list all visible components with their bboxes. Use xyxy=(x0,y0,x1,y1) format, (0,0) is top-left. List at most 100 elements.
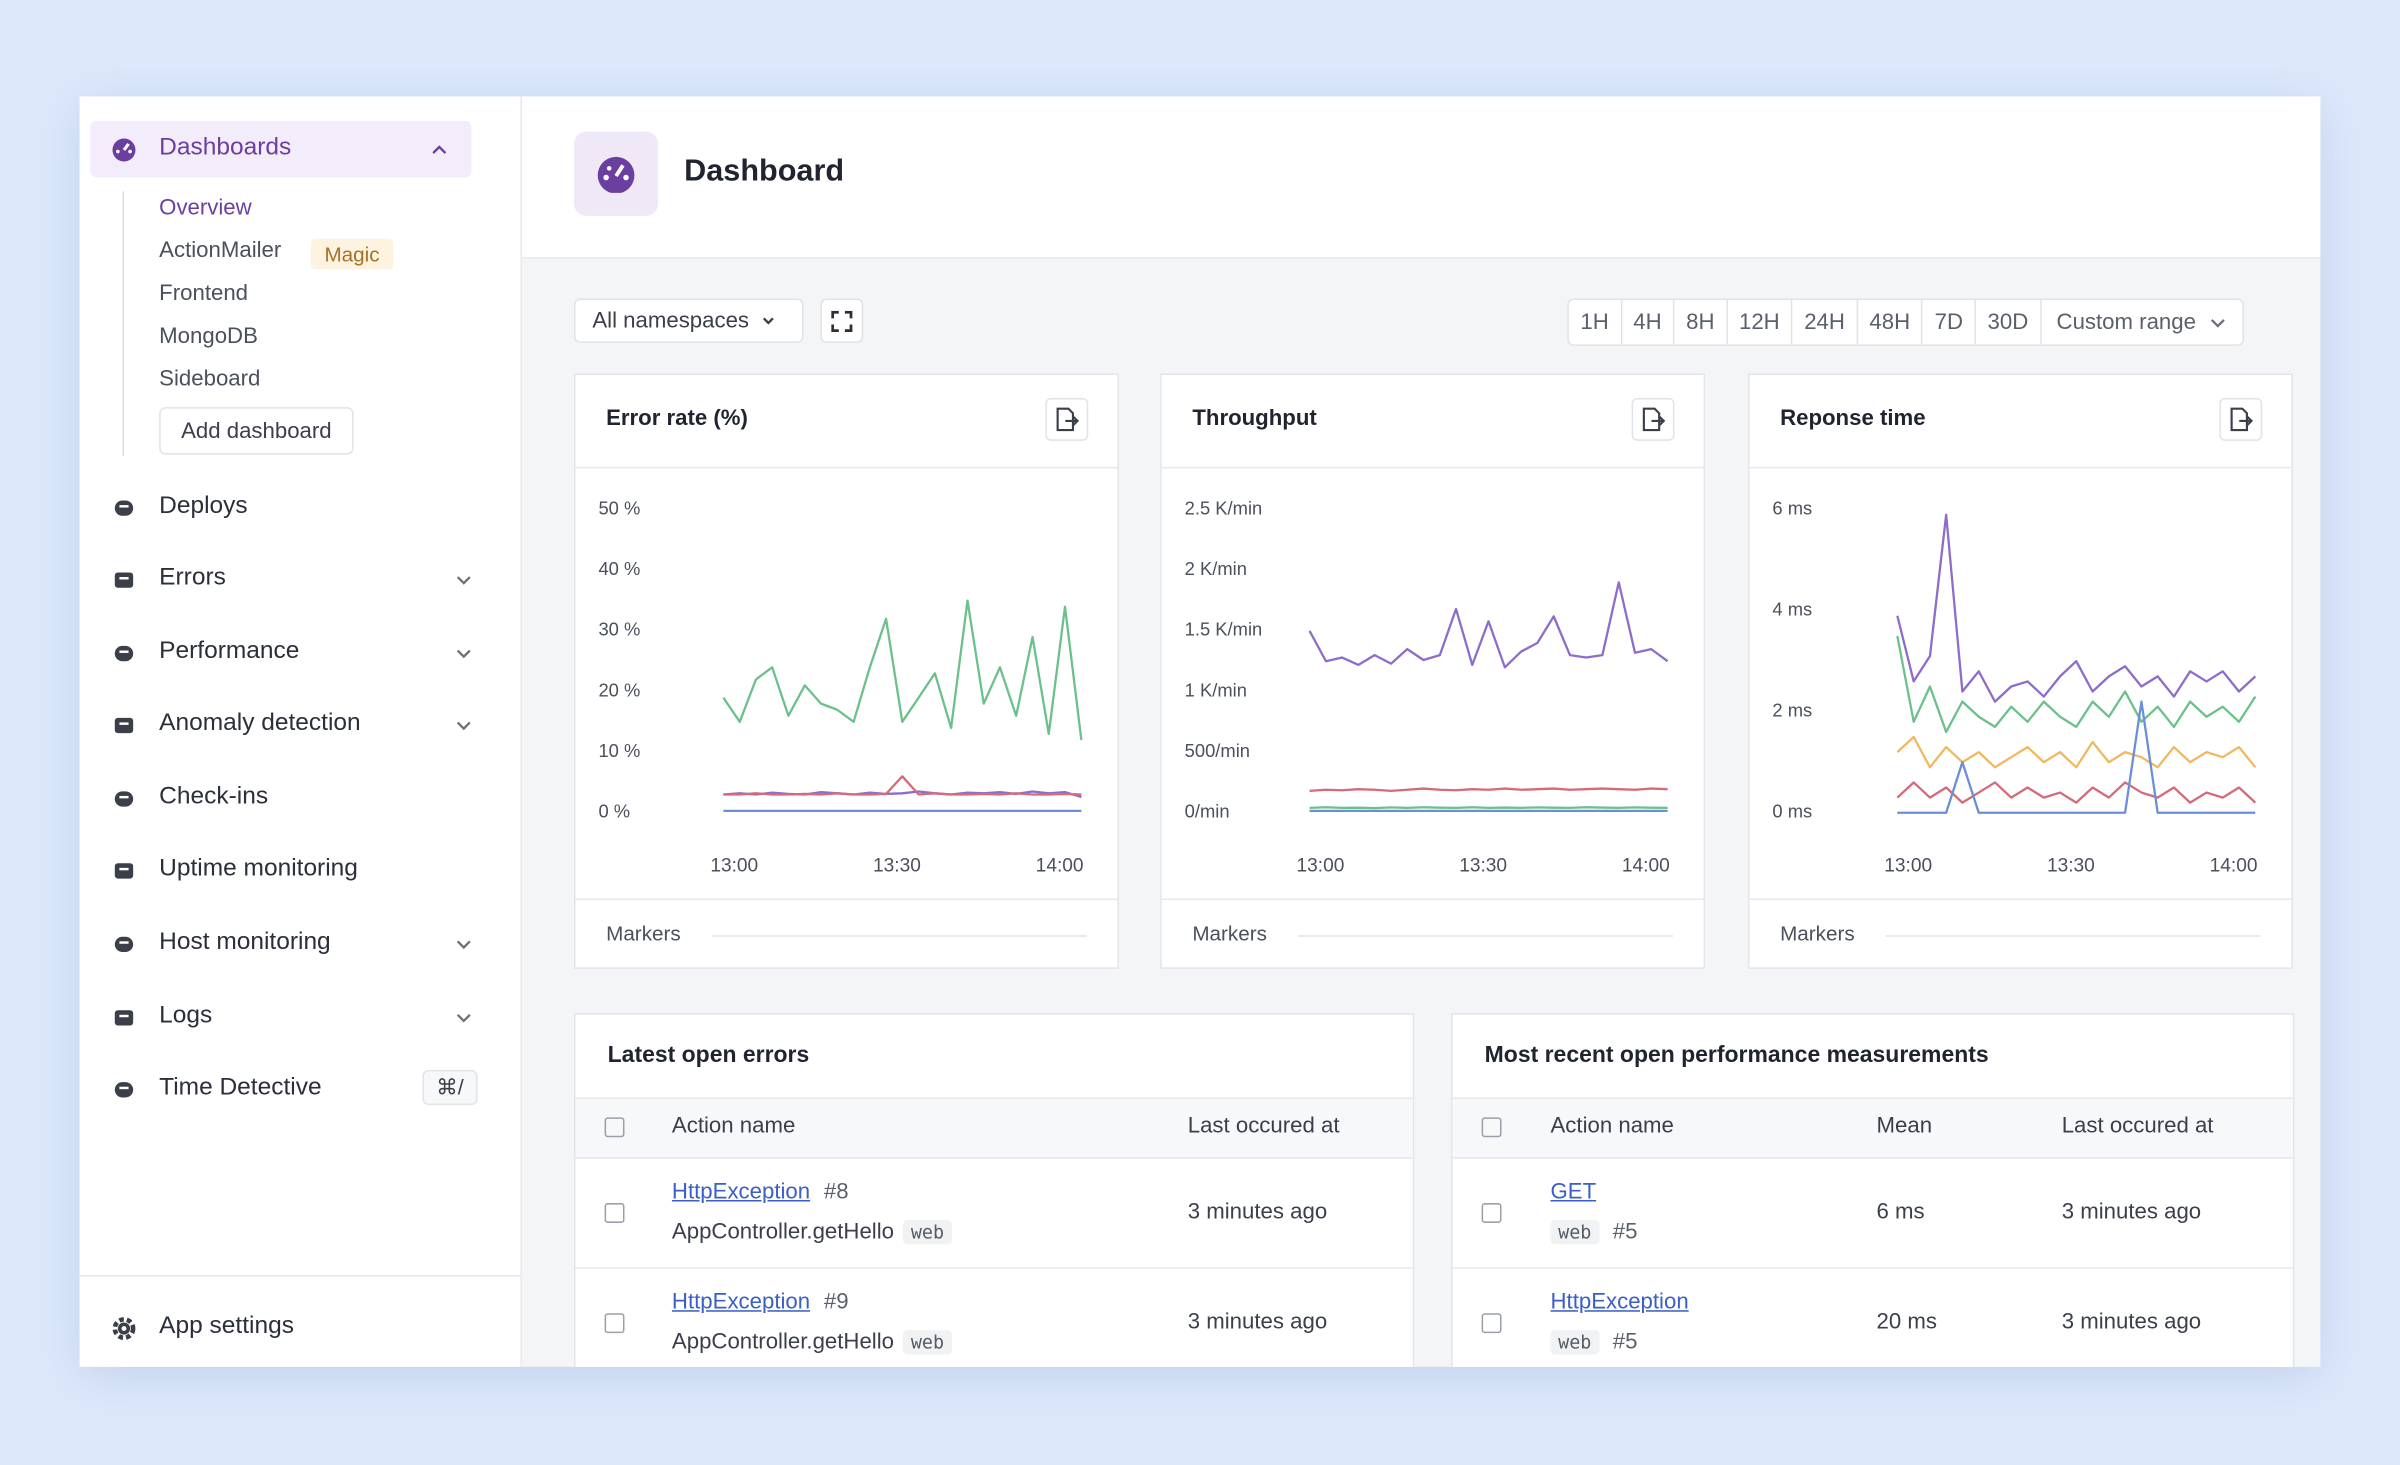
chart: Throughput Markers 0/min 500/min 1 K/min 1.5 … xyxy=(1161,397,1704,946)
series-line xyxy=(723,775,1082,796)
nav-label: Errors xyxy=(159,564,226,591)
fullscreen-button[interactable] xyxy=(820,298,864,343)
dashboard-link[interactable]: Overview xyxy=(159,195,252,221)
series-line xyxy=(1896,781,2257,804)
dashboard-link[interactable]: Frontend xyxy=(159,281,249,307)
row-line: HttpException #8 xyxy=(672,1180,849,1204)
row-line: AppController.getHello web xyxy=(671,1330,952,1355)
nav-icon-detail xyxy=(119,1014,129,1018)
row-line: web #5 xyxy=(1541,1219,1638,1245)
row-line: HttpException xyxy=(1550,1290,1688,1314)
range-button[interactable]: 8H xyxy=(1675,299,1728,345)
incident-number: #9 xyxy=(823,1290,849,1315)
nav-label: Host monitoring xyxy=(159,929,331,956)
export-button[interactable] xyxy=(1045,397,1089,441)
app-settings-label: App settings xyxy=(159,1313,294,1340)
nav-item[interactable]: Deploys xyxy=(80,484,521,530)
range-button[interactable]: 48H xyxy=(1858,299,1924,345)
nav-icon xyxy=(114,936,134,953)
dashboards-menu[interactable]: Dashboards xyxy=(90,120,472,178)
chevron-down xyxy=(763,316,775,324)
nav-item[interactable]: Performance xyxy=(80,629,521,675)
chevron-down xyxy=(2210,318,2225,327)
action-name: AppController.getHello xyxy=(671,1330,895,1355)
chevron-stroke xyxy=(456,721,471,731)
export-button[interactable] xyxy=(2219,397,2263,441)
nav-item[interactable]: Check-ins xyxy=(80,774,521,820)
error-link[interactable]: HttpException xyxy=(671,1180,811,1205)
export-button[interactable] xyxy=(1631,397,1675,441)
add-dashboard-button[interactable]: Add dashboard xyxy=(159,407,354,455)
chevron-stroke xyxy=(456,576,471,585)
series-line xyxy=(1309,787,1668,793)
nav-label: Check-ins xyxy=(159,783,269,810)
nav-icon-shape xyxy=(114,717,134,734)
checkbox[interactable] xyxy=(1481,1203,1502,1223)
nav-icon-shape xyxy=(114,791,134,807)
nav-item[interactable]: Errors xyxy=(80,556,521,602)
nav-item[interactable]: Time Detective ⌘/ xyxy=(80,1065,521,1111)
dashboard-link[interactable]: ActionMailer xyxy=(159,238,282,264)
nav-icon xyxy=(114,717,134,734)
nav-icon xyxy=(114,572,134,588)
error-link[interactable]: HttpException xyxy=(1550,1290,1689,1315)
nav-icon-detail xyxy=(119,1086,129,1090)
range-button[interactable]: 12H xyxy=(1727,299,1793,345)
y-tick-label: 10 % xyxy=(598,740,640,761)
x-tick-label: 13:30 xyxy=(873,855,921,876)
chevron-up xyxy=(432,145,447,154)
nav-item[interactable]: Anomaly detection xyxy=(80,701,521,747)
error-link[interactable]: GET xyxy=(1550,1180,1597,1205)
range-button[interactable]: 24H xyxy=(1793,299,1858,345)
app-settings[interactable]: App settings xyxy=(80,1304,521,1350)
nav-icon xyxy=(114,1082,134,1098)
nav-item[interactable]: Logs xyxy=(80,993,521,1039)
x-tick-label: 13:00 xyxy=(710,855,758,876)
y-tick-label: 1 K/min xyxy=(1185,679,1247,700)
y-tick-label: 4 ms xyxy=(1772,599,1812,620)
checkbox[interactable] xyxy=(604,1313,625,1334)
namespace-tag: web xyxy=(1550,1219,1599,1245)
header-icon xyxy=(573,131,659,216)
namespace-select[interactable]: All namespaces xyxy=(573,298,804,343)
checkbox[interactable] xyxy=(604,1203,625,1223)
nav-item[interactable]: Host monitoring xyxy=(80,920,521,966)
y-tick-label: 2 ms xyxy=(1772,700,1812,721)
nav-item[interactable]: Uptime monitoring xyxy=(80,846,521,892)
checkbox[interactable] xyxy=(1481,1313,1502,1334)
error-link[interactable]: HttpException xyxy=(671,1290,811,1315)
time-range-group: 1H 4H 8H 12H 24H 48H 7D 30D Custom range xyxy=(1567,298,2244,346)
range-button[interactable]: 4H xyxy=(1622,299,1675,345)
dashboard-icon xyxy=(597,156,635,193)
nav-icon-detail xyxy=(119,795,129,799)
dashboard-icon xyxy=(112,138,136,162)
nav-label: Performance xyxy=(159,638,300,665)
dashboard-link[interactable]: MongoDB xyxy=(159,324,258,349)
series-line xyxy=(1897,700,2256,814)
namespace-tag: web xyxy=(903,1330,952,1355)
range-button[interactable]: 30D xyxy=(1976,299,2042,345)
checkbox[interactable] xyxy=(604,1117,625,1138)
row-line: HttpException #9 xyxy=(672,1290,849,1314)
mean: 20 ms xyxy=(1876,1310,1937,1335)
range-button[interactable]: 1H xyxy=(1569,299,1622,345)
y-tick-label: 20 % xyxy=(598,679,640,700)
nav-icon xyxy=(114,1010,134,1026)
namespace-tag: web xyxy=(903,1219,952,1245)
dashboard-link[interactable]: Sideboard xyxy=(159,367,261,392)
last-occurred: 3 minutes ago xyxy=(2061,1310,2202,1335)
row-line: GET xyxy=(1550,1180,1596,1204)
custom-range-button[interactable]: Custom range xyxy=(2041,300,2242,344)
x-tick-label: 14:00 xyxy=(2210,855,2258,876)
sidebar: Dashboards Overview ActionMailer Frontend M… xyxy=(79,96,522,1367)
export-icon xyxy=(1056,407,1080,432)
last-occurred: 3 minutes ago xyxy=(1187,1199,1328,1225)
checkbox[interactable] xyxy=(1481,1117,1502,1138)
range-button[interactable]: 7D xyxy=(1923,299,1977,345)
chevron-stroke xyxy=(456,940,471,950)
incident-number: #5 xyxy=(1612,1219,1638,1245)
chart: Reponse time Markers 0 ms 2 ms 4 ms 6 ms 13:00… xyxy=(1749,397,2292,946)
x-tick-label: 14:00 xyxy=(1622,855,1670,876)
tree-line xyxy=(122,191,124,457)
